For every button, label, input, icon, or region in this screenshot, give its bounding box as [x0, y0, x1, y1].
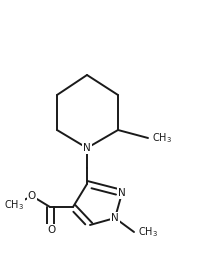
Text: N: N — [83, 143, 91, 153]
Text: N: N — [118, 188, 126, 198]
Text: CH$_3$: CH$_3$ — [138, 225, 158, 239]
Text: O: O — [3, 200, 11, 210]
Text: CH$_3$: CH$_3$ — [152, 131, 172, 145]
Text: CH$_3$: CH$_3$ — [4, 198, 24, 212]
Text: N: N — [111, 213, 119, 223]
Text: O: O — [47, 225, 55, 235]
Text: O: O — [28, 191, 36, 201]
